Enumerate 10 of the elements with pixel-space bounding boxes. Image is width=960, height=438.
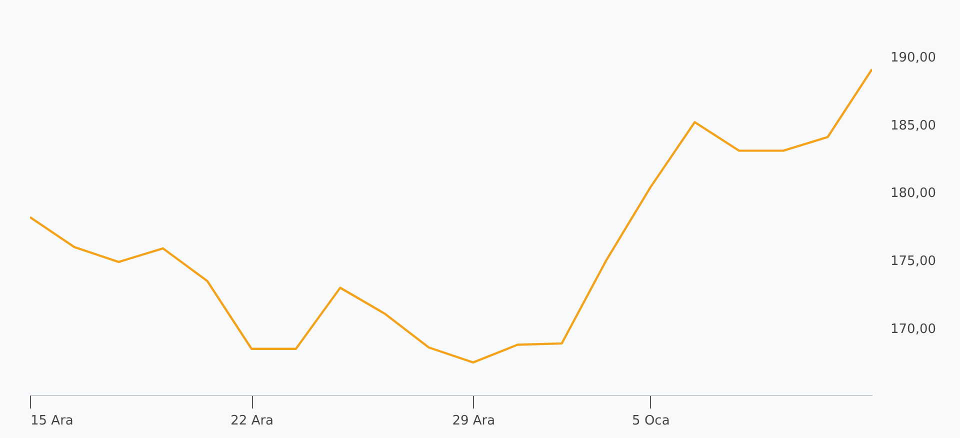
x-tick-label: 22 Ara: [230, 414, 274, 428]
x-tick-label: 15 Ara: [30, 414, 74, 428]
y-tick-label: 180,00: [890, 186, 936, 202]
y-tick-label: 175,00: [890, 254, 936, 270]
x-tick-label: 5 Oca: [632, 414, 670, 428]
y-tick-label: 185,00: [890, 118, 936, 134]
line-series: [30, 68, 872, 364]
x-tick-label: 29 Ara: [452, 414, 496, 428]
y-tick-label: 190,00: [890, 50, 936, 66]
y-tick-label: 170,00: [890, 322, 936, 337]
